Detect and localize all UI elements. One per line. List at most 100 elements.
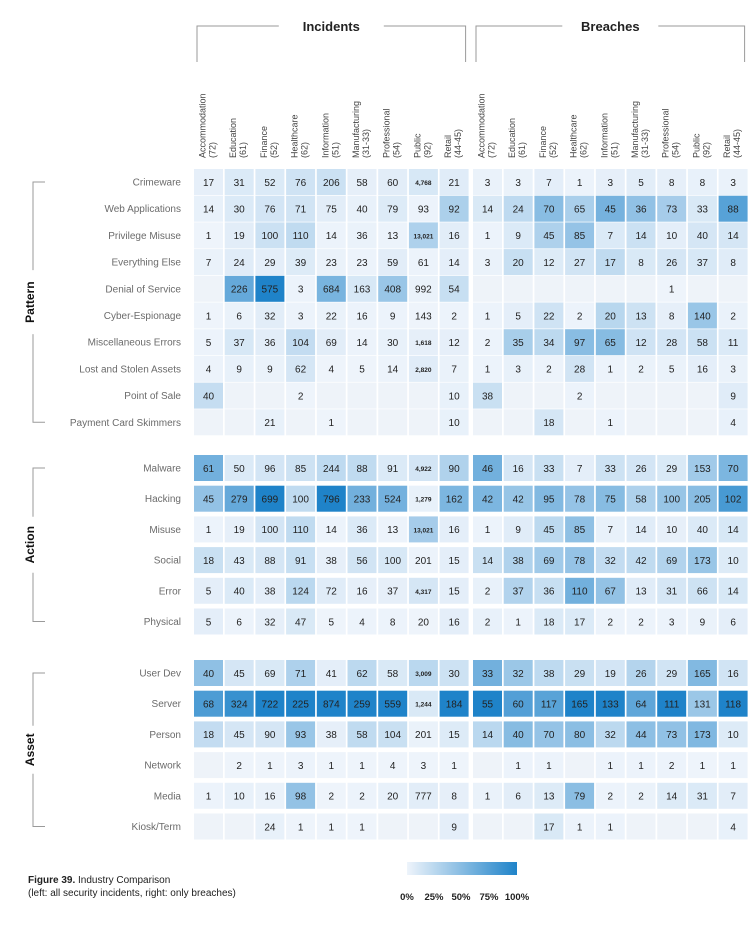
heatmap-cell [657,608,687,635]
heatmap-cell [286,690,316,717]
cell-value: 88 [728,205,740,216]
cell-value: 19 [234,231,246,242]
row-label: Cyber-Espionage [104,311,182,322]
heatmap-cell [439,222,469,249]
heatmap-cell [347,195,377,222]
heatmap-cell [439,249,469,276]
heatmap-cell [224,329,254,356]
cell-value: 32 [605,730,617,741]
row-label: Physical [144,617,181,628]
cell-value: 54 [449,285,461,296]
cell-value: 70 [543,730,555,741]
cell-value: 91 [387,464,399,475]
heatmap-cell [718,516,748,543]
heatmap-cell [194,169,223,195]
heatmap-cell [534,782,564,809]
cell-value: 206 [323,178,340,189]
heatmap-cell [595,169,625,195]
cell-value: 13 [635,587,647,598]
heatmap-cell [657,690,687,717]
heatmap-cell [687,813,717,840]
column-header-0-2: Finance(52) [259,126,279,158]
heatmap-cell [286,195,316,222]
heatmap-cell [595,660,625,686]
column-header-name: Professional [661,108,671,158]
heatmap-cell [657,249,687,276]
column-header-0-5: Manufacturing(31-33) [351,101,371,158]
panel-bracket-left-1 [475,25,563,62]
heatmap-cell [657,169,687,195]
heatmap-cell [439,577,469,604]
heatmap-cell [534,547,564,574]
heatmap-cell [255,782,285,809]
cell-value: 62 [295,365,307,376]
cell-value: 5 [329,617,335,628]
heatmap-cell [316,660,346,686]
row-label: Miscellaneous Errors [88,338,181,349]
column-header-code: (54) [671,142,681,158]
cell-value: 163 [354,285,371,296]
cell-value: 117 [541,700,557,711]
heatmap-cell [534,608,564,635]
cell-value: 16 [449,525,461,536]
heatmap-cell [473,577,502,604]
cell-value: 85 [574,525,586,536]
cell-value: 38 [513,556,525,567]
cell-value: 45 [203,495,215,506]
cell-value: 1 [485,365,491,376]
heatmap-cell [408,690,438,717]
heatmap-cell [378,516,408,543]
row-label: Payment Card Skimmers [70,418,181,429]
cell-value: 1 [206,792,212,803]
heatmap-cell [439,516,469,543]
cell-value: 4,922 [415,466,432,473]
column-header-name: Retail [443,135,453,158]
cell-value: 1 [669,285,675,296]
heatmap-cell [378,813,408,840]
heatmap-cell [224,660,254,686]
cell-value: 2 [298,391,304,402]
heatmap-cell [255,249,285,276]
cell-value: 110 [293,231,309,242]
column-header-name: Accommodation [198,93,208,158]
heatmap-cell [286,169,316,195]
column-header-name: Education [507,118,517,158]
heatmap-cell [687,302,717,329]
cell-value: 1,244 [415,702,432,709]
cell-value: 31 [666,587,678,598]
heatmap-cell [286,516,316,543]
legend-gradient [407,862,517,875]
heatmap-cell [439,169,469,195]
cell-value: 32 [264,311,276,322]
heatmap-cell [473,547,502,574]
group-brackets: Pattern Action Asset [23,181,45,827]
cell-value: 10 [666,525,678,536]
column-header-name: Information [599,113,609,158]
heatmap-cell [408,275,438,302]
heatmap-cell [255,485,285,512]
cell-value: 7 [546,178,552,189]
cell-value: 14 [666,792,678,803]
column-header-1-4: Information(51) [599,113,619,158]
cell-value: 42 [513,495,525,506]
heatmap-cell [534,222,564,249]
heatmap-cell [408,409,438,436]
column-header-code: (62) [579,142,589,158]
panel-bracket-right-1 [658,25,746,62]
heatmap-cell [224,813,254,840]
heatmap-cell [316,516,346,543]
cell-value: 201 [415,556,432,567]
cell-value: 992 [415,285,432,296]
cell-value: 3 [608,178,614,189]
column-header-code: (44-45) [732,129,742,158]
cell-value: 3 [669,617,675,628]
cell-value: 104 [292,338,309,349]
group-label-bg [24,516,42,573]
heatmap-cell [408,222,438,249]
column-header-code: (51) [609,142,619,158]
heatmap-cell [503,275,533,302]
cell-value: 5 [359,365,365,376]
cell-value: 3 [515,178,521,189]
cell-value: 3 [485,178,491,189]
heatmap-cell [503,690,533,717]
